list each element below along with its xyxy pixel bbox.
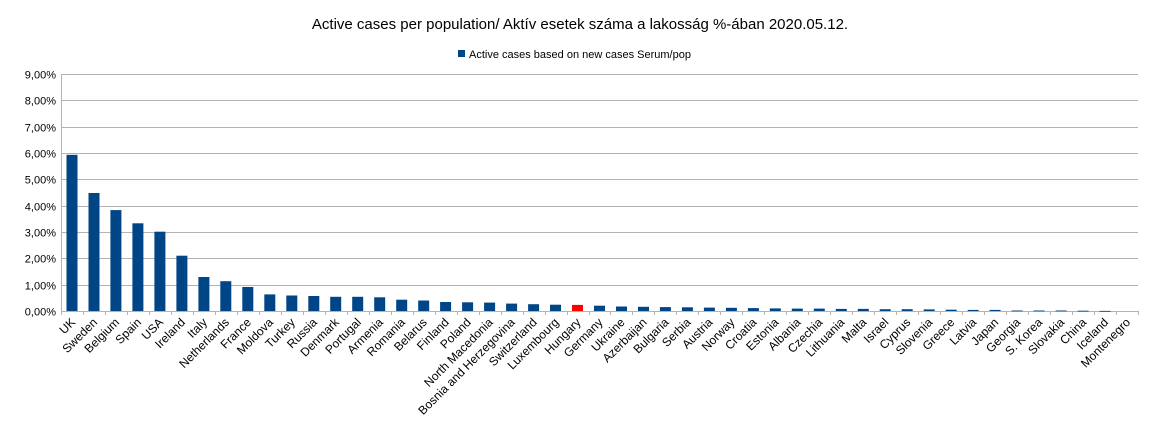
y-tick-label: 6,00%: [25, 149, 56, 161]
bar-uk: [66, 154, 78, 311]
y-tick-label: 5,00%: [25, 175, 56, 187]
bar-lithuania: [835, 308, 847, 311]
bar-israel: [879, 309, 891, 311]
bar-czechia: [813, 308, 825, 311]
bar-denmark: [330, 296, 342, 311]
bar-ukraine: [616, 306, 627, 311]
y-tick-label: 3,00%: [25, 228, 56, 240]
bar-sweden: [88, 193, 100, 311]
bar-romania: [396, 299, 408, 311]
bar-spain: [132, 223, 144, 311]
bar-switzerland: [528, 304, 540, 311]
y-tick-label: 8,00%: [25, 96, 56, 108]
bar-armenia: [374, 297, 386, 311]
bar-turkey: [286, 295, 298, 311]
bar-malta: [857, 308, 869, 311]
chart-title: Active cases per population/ Aktív esete…: [312, 16, 848, 33]
bar-france: [242, 287, 254, 311]
bar-s-korea: [1033, 310, 1045, 312]
legend-label: Active cases based on new cases Serum/po…: [469, 49, 691, 61]
bar-greece: [945, 309, 957, 311]
bar-belarus: [418, 300, 430, 311]
bar-serbia: [681, 307, 693, 311]
y-tick-label: 9,00%: [25, 70, 56, 82]
bar-bulgaria: [659, 307, 671, 311]
legend: Active cases based on new cases Serum/po…: [458, 49, 691, 61]
bar-germany: [594, 305, 605, 311]
y-tick-label: 7,00%: [25, 123, 56, 135]
bar-finland: [440, 302, 452, 311]
bar-portugal: [352, 296, 364, 311]
bar-luxembourg: [550, 304, 561, 311]
bar-russia: [308, 296, 320, 311]
y-tick-label: 2,00%: [25, 254, 56, 266]
bar-slovenia: [923, 309, 935, 311]
bar-china: [1077, 310, 1089, 312]
bar-georgia: [1011, 310, 1023, 312]
bar-albania: [791, 308, 803, 311]
bar-hungary: [572, 304, 583, 311]
bar-estonia: [769, 308, 781, 311]
bar-croatia: [747, 308, 759, 311]
y-tick-label: 4,00%: [25, 202, 56, 214]
bar-cyprus: [901, 309, 913, 311]
bar-bosnia-and-herzegovina: [506, 303, 518, 311]
bar-norway: [725, 307, 737, 311]
bar-iceland: [1099, 310, 1111, 312]
y-tick-label: 0,00%: [25, 307, 56, 319]
bar-netherlands: [220, 281, 232, 311]
bar-latvia: [967, 309, 979, 311]
bar-japan: [989, 309, 1001, 311]
bar-slovakia: [1055, 310, 1067, 312]
bar-austria: [703, 307, 715, 311]
bar-usa: [154, 231, 166, 311]
bar-north-macedonia: [484, 302, 496, 311]
bar-ireland: [176, 255, 188, 311]
y-tick-label: 1,00%: [25, 281, 56, 293]
bar-poland: [462, 302, 474, 311]
bar-azerbaijan: [638, 306, 649, 311]
legend-swatch: [458, 50, 465, 57]
bar-belgium: [110, 210, 122, 311]
bar-italy: [198, 277, 210, 311]
bar-moldova: [264, 294, 276, 311]
